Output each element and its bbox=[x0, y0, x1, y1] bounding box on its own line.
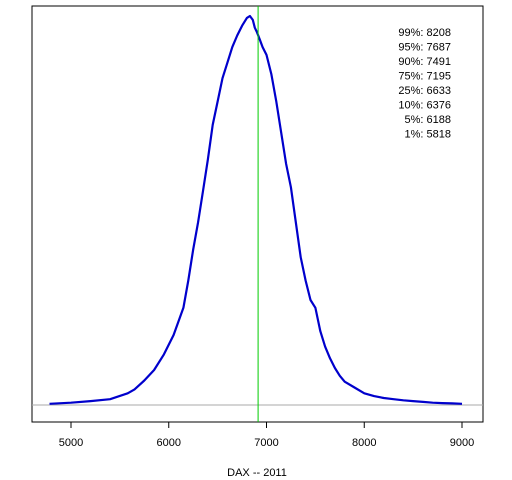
x-tick-label: 6000 bbox=[157, 437, 181, 449]
quantile-label: 10%: 6376 bbox=[398, 100, 451, 112]
quantile-annotations: 99%: 8208 95%: 7687 90%: 7491 75%: 7195 25%:… bbox=[398, 27, 451, 141]
x-tick-label: 7000 bbox=[254, 437, 278, 449]
x-axis-title: DAX -- 2011 bbox=[227, 467, 287, 479]
x-tick-label: 9000 bbox=[450, 437, 474, 449]
quantile-label: 90%: 7491 bbox=[398, 56, 451, 68]
x-tick-label: 5000 bbox=[59, 437, 83, 449]
quantile-label: 95%: 7687 bbox=[398, 42, 451, 54]
quantile-label: 99%: 8208 bbox=[398, 27, 451, 39]
quantile-label: 1%: 5818 bbox=[405, 129, 451, 141]
quantile-label: 5%: 6188 bbox=[405, 114, 451, 126]
density-series-line bbox=[49, 14, 463, 405]
x-tick-label: 8000 bbox=[352, 437, 376, 449]
plot-frame bbox=[31, 5, 484, 423]
quantile-label: 25%: 6633 bbox=[398, 85, 451, 97]
x-axis: 5000 6000 7000 8000 9000 bbox=[59, 422, 474, 449]
quantile-label: 75%: 7195 bbox=[398, 71, 451, 83]
